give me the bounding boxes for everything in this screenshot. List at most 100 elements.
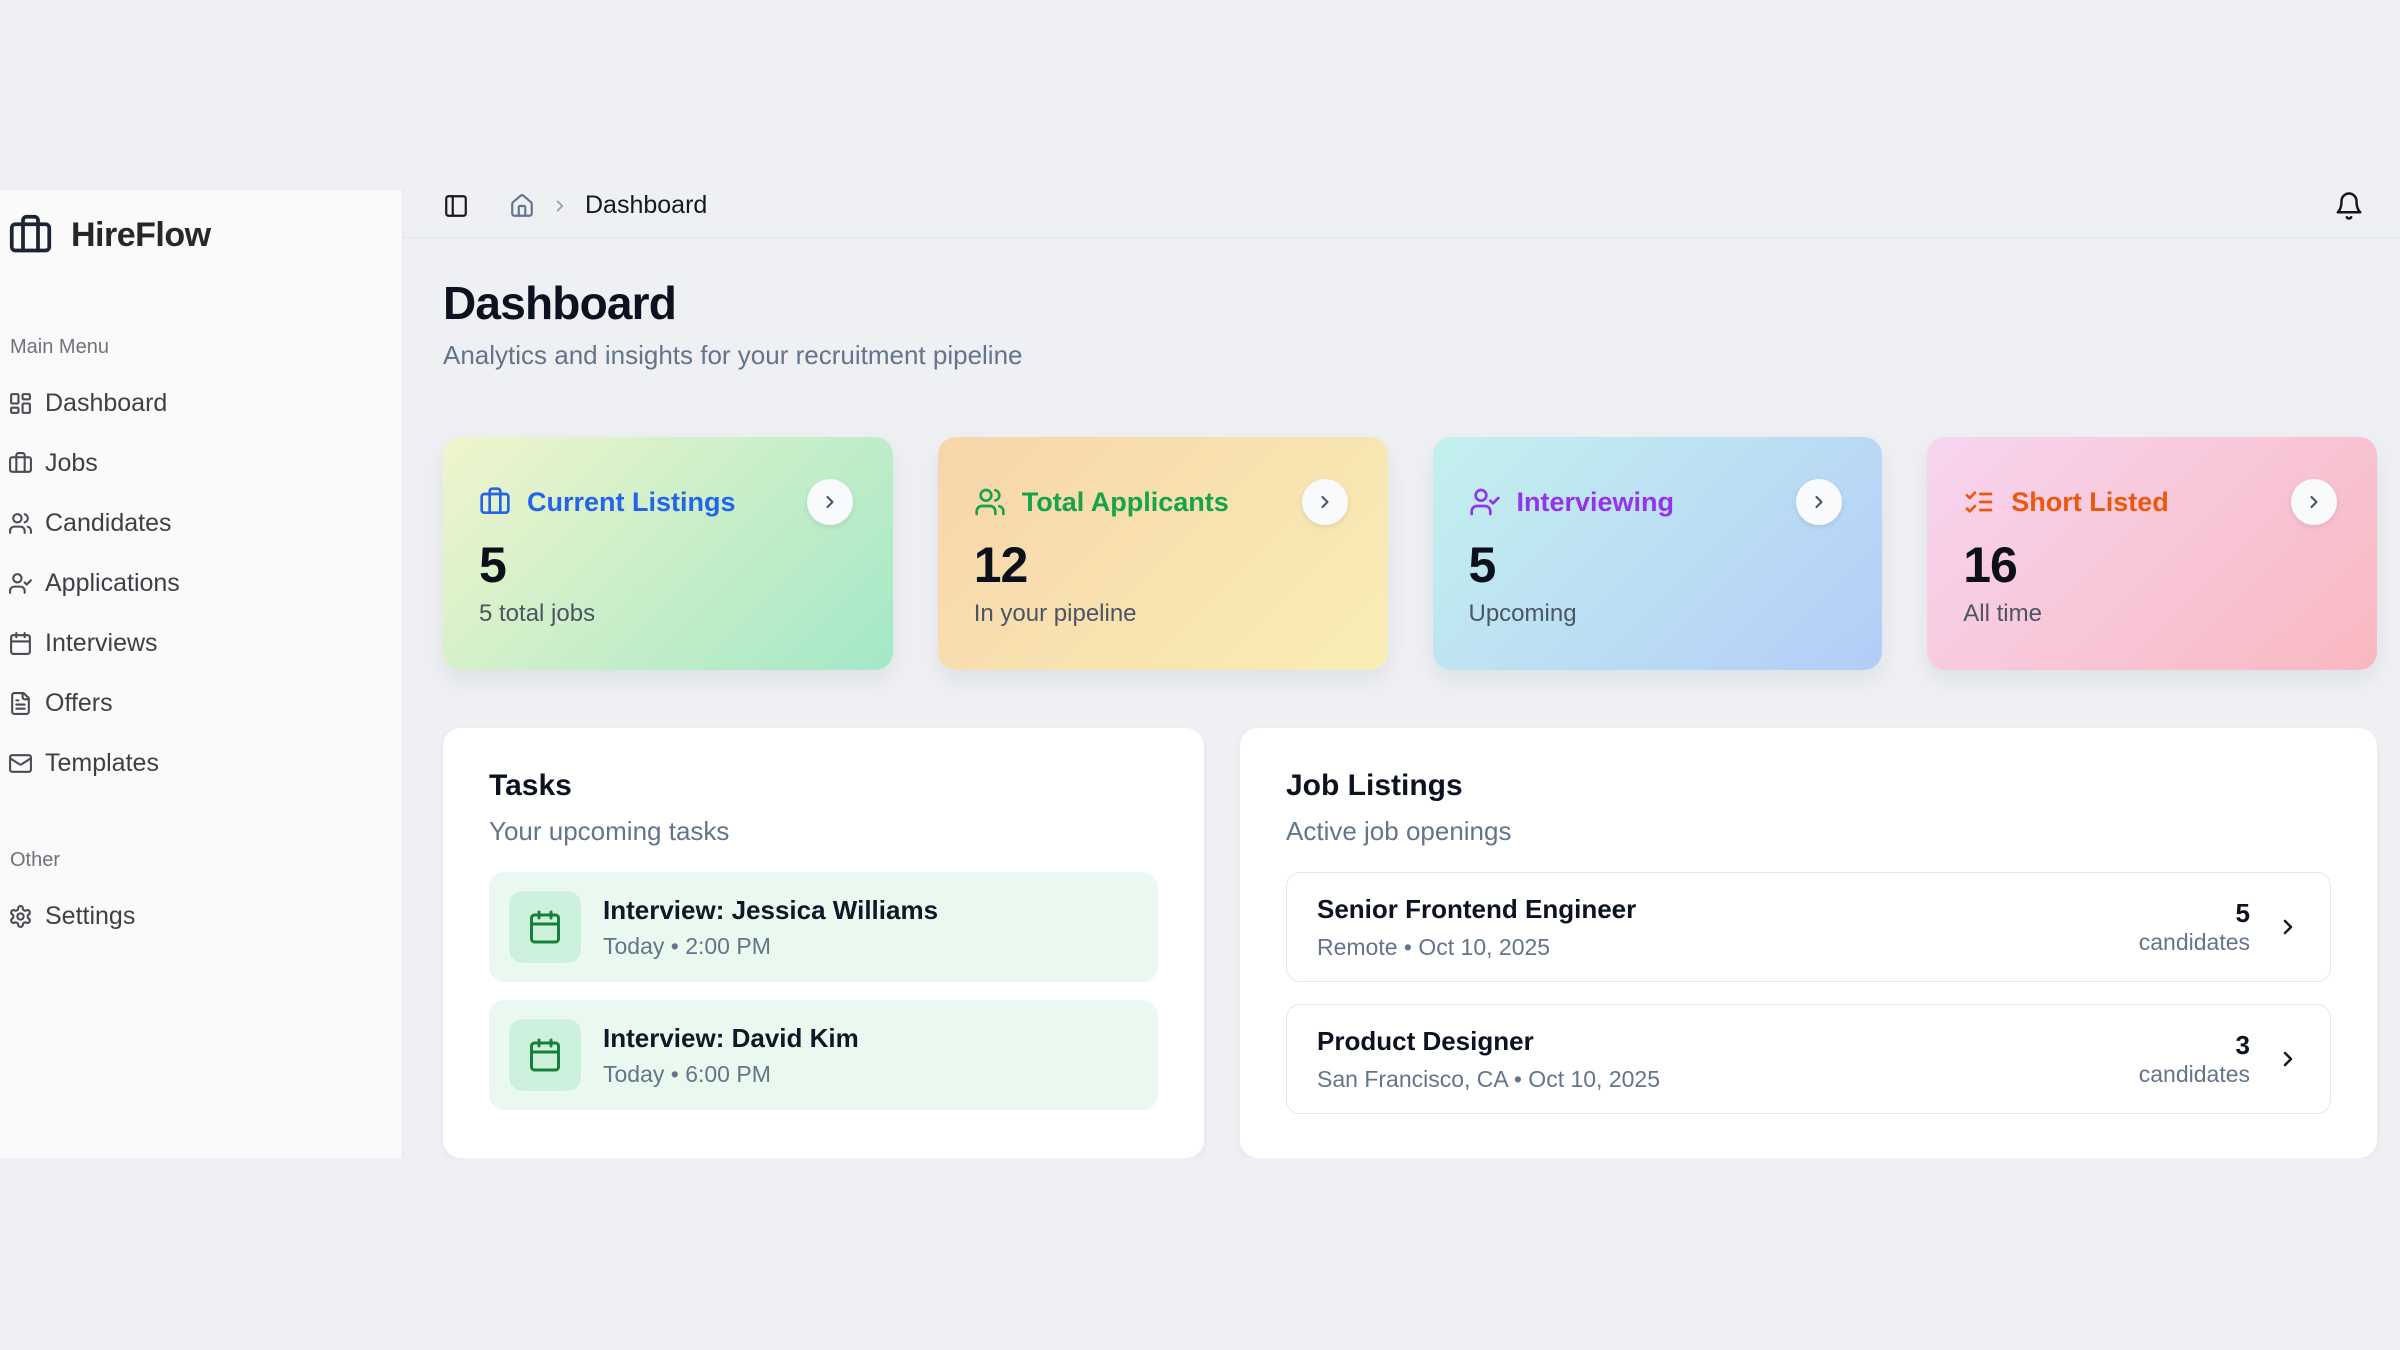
briefcase-icon <box>479 486 511 518</box>
sidebar-item-label: Applications <box>45 568 180 597</box>
job-meta: San Francisco, CA • Oct 10, 2025 <box>1317 1066 1661 1092</box>
sidebar-item-label: Interviews <box>45 628 158 657</box>
stat-card-chevron-button[interactable] <box>2291 479 2337 525</box>
stat-card-chevron-button[interactable] <box>1301 479 1348 525</box>
app-window: HireFlow Main Menu Dashboard Jobs Candid… <box>0 190 2400 1158</box>
sidebar-item-label: Jobs <box>45 448 98 477</box>
stat-card-current-listings[interactable]: Current Listings 5 5 total jobs <box>443 437 893 670</box>
task-time: Today • 2:00 PM <box>603 933 771 959</box>
page-title: Dashboard <box>443 277 677 329</box>
task-title: Interview: David Kim <box>603 1023 859 1053</box>
chevron-right-icon[interactable] <box>2276 1047 2300 1071</box>
file-text-icon <box>8 691 33 716</box>
sidebar-toggle-button[interactable] <box>443 193 469 219</box>
job-row-right: 5 candidates <box>2139 898 2300 956</box>
stat-card-value: 5 <box>1468 537 1497 593</box>
chevron-right-icon <box>551 197 569 215</box>
calendar-icon <box>509 1019 581 1091</box>
tasks-subtitle: Your upcoming tasks <box>489 816 730 846</box>
gear-icon <box>8 904 33 929</box>
stat-card-caption: All time <box>1963 600 2042 627</box>
briefcase-logo-icon <box>8 213 53 258</box>
page-content: Dashboard Analytics and insights for you… <box>403 238 2400 1158</box>
task-list: Interview: Jessica Williams Today • 2:00… <box>489 872 1158 1110</box>
tasks-card: Tasks Your upcoming tasks Interview: Jes… <box>443 728 1204 1158</box>
sidebar-item-templates[interactable]: Templates <box>8 733 392 793</box>
candidate-count-label: candidates <box>2138 929 2250 955</box>
task-item[interactable]: Interview: David Kim Today • 6:00 PM <box>489 1000 1158 1110</box>
main-area: Dashboard Dashboard Analytics and insigh… <box>403 190 2400 1158</box>
sidebar-item-interviews[interactable]: Interviews <box>8 613 392 673</box>
sidebar-item-applications[interactable]: Applications <box>8 553 392 613</box>
sidebar-section-label: Main Menu <box>10 336 109 358</box>
sidebar-item-jobs[interactable]: Jobs <box>8 433 392 493</box>
stat-card-value: 12 <box>973 537 1029 593</box>
home-icon[interactable] <box>509 193 535 219</box>
stat-card-header: Interviewing <box>1469 471 1847 533</box>
user-check-icon <box>1469 486 1501 518</box>
mail-icon <box>8 751 33 776</box>
job-title: Senior Frontend Engineer <box>1317 894 1637 924</box>
candidate-count-label: candidates <box>2138 1061 2250 1087</box>
candidate-count: 5 candidates <box>2139 898 2250 956</box>
task-item[interactable]: Interview: Jessica Williams Today • 2:00… <box>489 872 1158 982</box>
stat-card-caption: 5 total jobs <box>479 600 596 627</box>
users-icon <box>8 511 33 536</box>
sidebar-nav-main: Dashboard Jobs Candidates Applications I… <box>8 373 392 793</box>
calendar-icon <box>509 891 581 963</box>
stat-card-header: Short Listed <box>1963 471 2341 533</box>
candidate-count-value: 3 <box>2235 1030 2250 1060</box>
layout-dashboard-icon <box>8 391 33 416</box>
job-listings-card: Job Listings Active job openings Senior … <box>1240 728 2377 1158</box>
briefcase-icon <box>8 451 33 476</box>
sidebar-item-label: Candidates <box>45 508 172 537</box>
job-listings-title: Job Listings <box>1286 769 1463 802</box>
stat-card-label: Short Listed <box>2011 486 2169 517</box>
tasks-title: Tasks <box>489 769 572 802</box>
stat-card-chevron-button[interactable] <box>1796 479 1843 525</box>
sidebar-item-label: Offers <box>45 688 113 717</box>
sidebar-section-label: Other <box>10 849 61 871</box>
sidebar: HireFlow Main Menu Dashboard Jobs Candid… <box>0 190 403 1158</box>
job-row[interactable]: Product Designer San Francisco, CA • Oct… <box>1286 1004 2331 1114</box>
stat-card-total-applicants[interactable]: Total Applicants 12 In your pipeline <box>937 437 1388 670</box>
stat-card-header: Total Applicants <box>974 471 1352 533</box>
candidate-count-value: 5 <box>2235 898 2250 928</box>
job-meta: Remote • Oct 10, 2025 <box>1317 934 1551 960</box>
stat-card-short-listed[interactable]: Short Listed 16 All time <box>1927 437 2377 670</box>
sidebar-item-candidates[interactable]: Candidates <box>8 493 392 553</box>
calendar-icon <box>8 631 33 656</box>
job-list: Senior Frontend Engineer Remote • Oct 10… <box>1286 872 2331 1114</box>
stat-card-value: 5 <box>479 537 507 593</box>
stat-card-label: Total Applicants <box>1021 486 1229 517</box>
job-row-right: 3 candidates <box>2139 1030 2300 1088</box>
stat-card-interviewing[interactable]: Interviewing 5 Upcoming <box>1432 437 1883 670</box>
candidate-count: 3 candidates <box>2139 1030 2250 1088</box>
list-checks-icon <box>1963 486 1995 518</box>
task-title: Interview: Jessica Williams <box>603 895 939 925</box>
stat-card-header: Current Listings <box>479 471 857 533</box>
task-time: Today • 6:00 PM <box>603 1061 771 1087</box>
top-bar: Dashboard <box>403 190 2400 238</box>
chevron-right-icon[interactable] <box>2276 915 2300 939</box>
stat-card-chevron-button[interactable] <box>806 479 853 525</box>
sidebar-item-label: Templates <box>45 748 159 777</box>
sidebar-item-dashboard[interactable]: Dashboard <box>8 373 392 433</box>
sidebar-item-label: Settings <box>45 901 136 930</box>
stat-card-value: 16 <box>1963 537 2018 593</box>
app-logo: HireFlow <box>8 213 392 258</box>
sidebar-nav-other: Settings <box>8 886 392 946</box>
bell-icon[interactable] <box>2334 191 2364 221</box>
sidebar-item-settings[interactable]: Settings <box>8 886 392 946</box>
breadcrumb-current: Dashboard <box>585 191 708 219</box>
job-listings-subtitle: Active job openings <box>1286 816 1512 846</box>
job-title: Product Designer <box>1317 1026 1534 1056</box>
users-icon <box>974 486 1006 518</box>
stats-row: Current Listings 5 5 total jobs Total Ap… <box>443 437 2377 670</box>
user-check-icon <box>8 571 33 596</box>
sidebar-item-offers[interactable]: Offers <box>8 673 392 733</box>
page-subtitle: Analytics and insights for your recruitm… <box>443 340 1023 370</box>
bottom-row: Tasks Your upcoming tasks Interview: Jes… <box>443 728 2377 1158</box>
job-row[interactable]: Senior Frontend Engineer Remote • Oct 10… <box>1286 872 2331 982</box>
app-title: HireFlow <box>71 216 211 254</box>
